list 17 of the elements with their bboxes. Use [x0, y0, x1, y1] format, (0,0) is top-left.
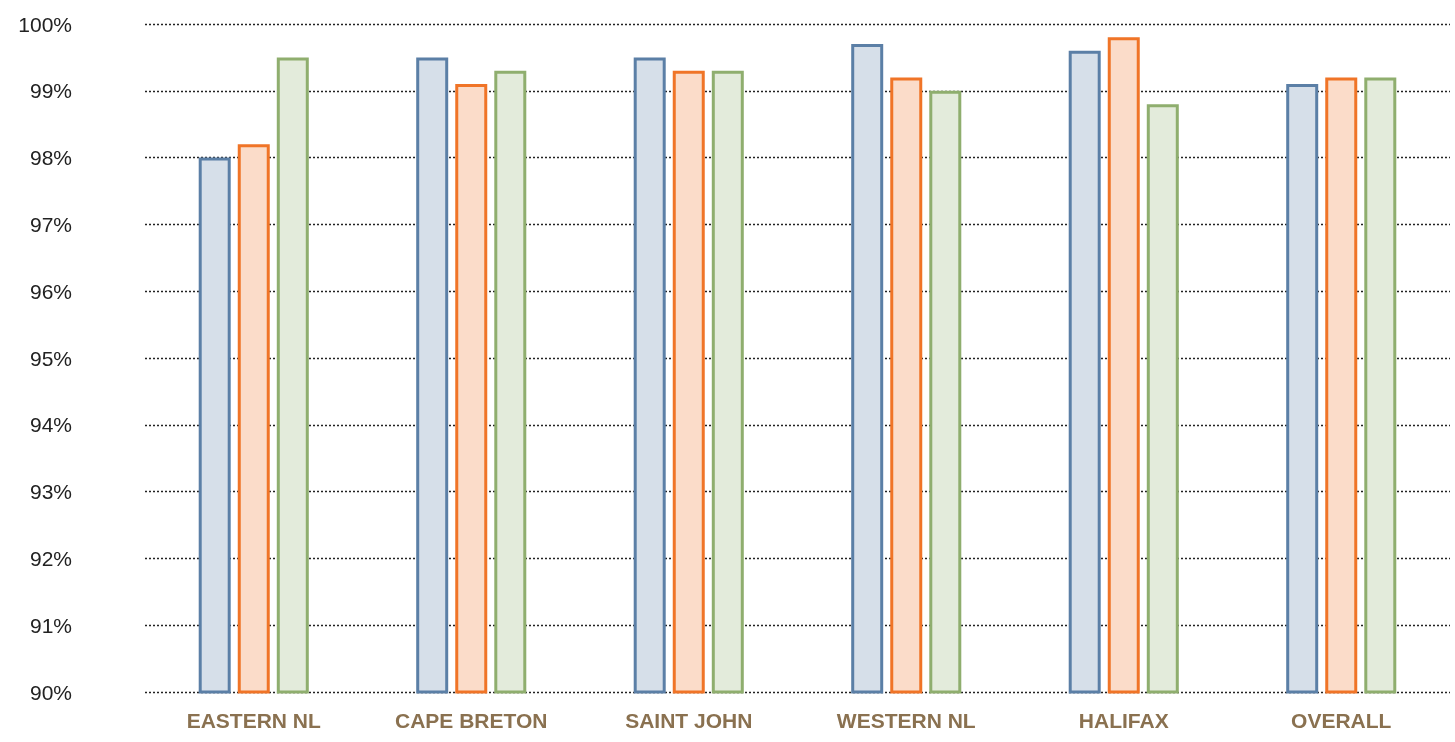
y-tick-label: 91%: [29, 613, 72, 637]
y-tick-label: 97%: [29, 212, 72, 236]
y-tick-label: 94%: [29, 413, 72, 437]
y-tick-label: 99%: [29, 79, 72, 103]
y-tick-label: 92%: [29, 546, 72, 570]
y-tick-label: 90%: [29, 680, 72, 704]
x-tick-label: HALIFAX: [1078, 709, 1169, 732]
y-tick-label: 93%: [29, 480, 72, 504]
x-tick-label: EASTERN NL: [186, 709, 321, 732]
x-tick-label: WESTERN NL: [836, 709, 976, 732]
y-tick-label: 95%: [29, 346, 72, 370]
x-tick-label: SAINT JOHN: [625, 709, 753, 732]
y-tick-label: 98%: [29, 146, 72, 170]
x-tick-label: CAPE BRETON: [395, 709, 548, 732]
x-tick-label: OVERALL: [1291, 709, 1392, 732]
y-tick-label: 96%: [29, 279, 72, 303]
y-tick-label: 100%: [18, 12, 72, 36]
